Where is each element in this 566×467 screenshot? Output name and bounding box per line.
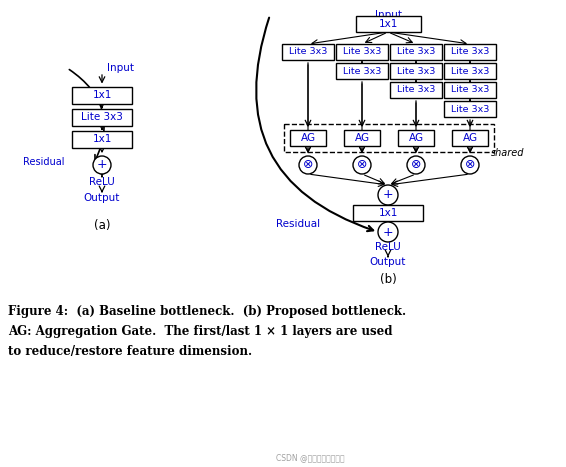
Text: Lite 3x3: Lite 3x3 — [343, 48, 381, 57]
Bar — [284, 124, 494, 152]
Text: Lite 3x3: Lite 3x3 — [451, 85, 489, 94]
FancyBboxPatch shape — [282, 44, 334, 60]
Text: Lite 3x3: Lite 3x3 — [343, 66, 381, 76]
Text: ReLU: ReLU — [375, 242, 401, 252]
Text: Lite 3x3: Lite 3x3 — [81, 112, 123, 122]
Text: Figure 4:  (a) Baseline bottleneck.  (b) Proposed bottleneck.: Figure 4: (a) Baseline bottleneck. (b) P… — [8, 305, 406, 318]
Text: Residual: Residual — [23, 157, 64, 167]
Text: (b): (b) — [380, 274, 396, 286]
Text: AG: Aggregation Gate.  The first/last 1 × 1 layers are used: AG: Aggregation Gate. The first/last 1 ×… — [8, 325, 392, 338]
Text: AG: AG — [409, 133, 423, 143]
Circle shape — [378, 222, 398, 242]
Text: CSDN @爱吃油淋鸡的莫何: CSDN @爱吃油淋鸡的莫何 — [276, 453, 344, 462]
Text: ⊗: ⊗ — [303, 158, 313, 171]
Text: AG: AG — [462, 133, 478, 143]
Text: shared: shared — [491, 148, 525, 158]
Text: (a): (a) — [94, 219, 110, 232]
Circle shape — [353, 156, 371, 174]
Text: Lite 3x3: Lite 3x3 — [451, 66, 489, 76]
Text: Output: Output — [84, 193, 120, 203]
Text: Lite 3x3: Lite 3x3 — [451, 48, 489, 57]
Text: to reduce/restore feature dimension.: to reduce/restore feature dimension. — [8, 345, 252, 358]
Circle shape — [299, 156, 317, 174]
FancyBboxPatch shape — [290, 130, 326, 146]
FancyBboxPatch shape — [452, 130, 488, 146]
Text: ReLU: ReLU — [89, 177, 115, 187]
Text: ⊗: ⊗ — [411, 158, 421, 171]
FancyBboxPatch shape — [72, 108, 132, 126]
Text: Lite 3x3: Lite 3x3 — [397, 66, 435, 76]
Text: 1x1: 1x1 — [378, 208, 398, 218]
Text: AG: AG — [301, 133, 316, 143]
FancyBboxPatch shape — [336, 44, 388, 60]
FancyBboxPatch shape — [336, 63, 388, 79]
FancyBboxPatch shape — [355, 16, 421, 32]
Text: Residual: Residual — [276, 219, 320, 229]
Text: AG: AG — [354, 133, 370, 143]
FancyBboxPatch shape — [444, 63, 496, 79]
Text: ⊗: ⊗ — [357, 158, 367, 171]
FancyBboxPatch shape — [444, 44, 496, 60]
FancyBboxPatch shape — [444, 82, 496, 98]
Text: Input: Input — [375, 10, 401, 20]
FancyBboxPatch shape — [72, 130, 132, 148]
Text: +: + — [383, 226, 393, 239]
FancyBboxPatch shape — [353, 205, 423, 221]
Text: Lite 3x3: Lite 3x3 — [451, 105, 489, 113]
Text: +: + — [97, 158, 108, 171]
Text: Input: Input — [107, 63, 134, 73]
FancyBboxPatch shape — [444, 101, 496, 117]
FancyBboxPatch shape — [72, 86, 132, 104]
Text: 1x1: 1x1 — [92, 90, 112, 100]
Circle shape — [407, 156, 425, 174]
Text: Output: Output — [370, 257, 406, 267]
FancyBboxPatch shape — [344, 130, 380, 146]
FancyBboxPatch shape — [390, 44, 442, 60]
Text: ⊗: ⊗ — [465, 158, 475, 171]
Text: Lite 3x3: Lite 3x3 — [397, 48, 435, 57]
Circle shape — [93, 156, 111, 174]
FancyBboxPatch shape — [398, 130, 434, 146]
FancyBboxPatch shape — [390, 82, 442, 98]
Circle shape — [378, 185, 398, 205]
Text: Lite 3x3: Lite 3x3 — [289, 48, 327, 57]
Text: 1x1: 1x1 — [378, 19, 398, 29]
Text: +: + — [383, 189, 393, 201]
Text: 1x1: 1x1 — [92, 134, 112, 144]
Circle shape — [461, 156, 479, 174]
FancyBboxPatch shape — [390, 63, 442, 79]
Text: Lite 3x3: Lite 3x3 — [397, 85, 435, 94]
